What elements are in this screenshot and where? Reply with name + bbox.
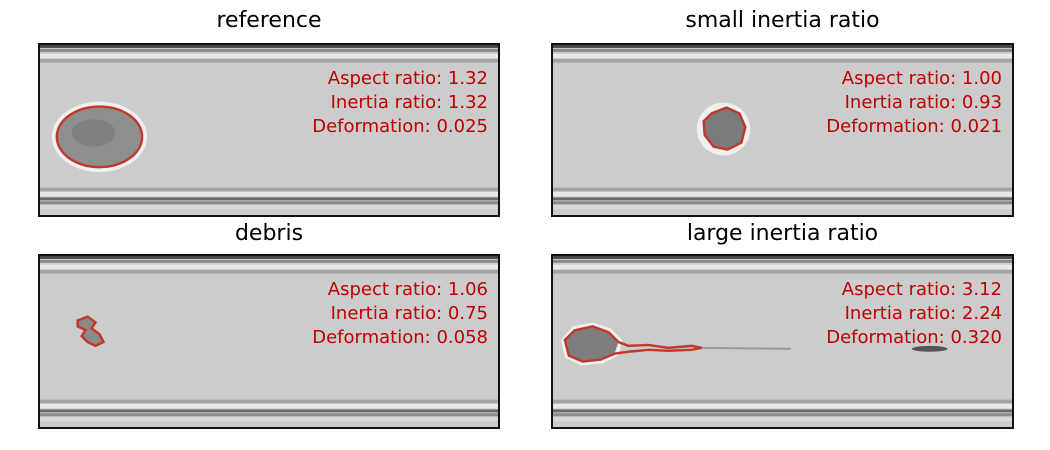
cell-contour [702,106,747,151]
channel-image-svg [553,256,1012,427]
deformation-value: 0.025 [436,116,488,137]
channel-image: Aspect ratio: 1.00 Inertia ratio: 0.93 D… [551,43,1014,217]
aspect-ratio-value: 1.06 [447,279,488,300]
debris-body [77,316,104,346]
inertia-ratio-value: 1.32 [447,92,488,113]
inertia-ratio-line: Inertia ratio: 0.93 [844,92,1002,113]
aspect-ratio-value: 3.12 [961,279,1002,300]
channel-image: Aspect ratio: 1.06 Inertia ratio: 0.75 D… [38,254,500,429]
deformation-line: Deformation: 0.025 [312,116,488,137]
deformation-line: Deformation: 0.320 [826,327,1002,348]
aspect-ratio-value: 1.00 [961,68,1002,89]
deformation-value: 0.320 [950,327,1002,348]
aspect-ratio-line: Aspect ratio: 3.12 [841,279,1002,300]
panel-title: large inertia ratio [686,221,879,246]
deformation-line: Deformation: 0.058 [312,327,488,348]
channel-image: Aspect ratio: 3.12 Inertia ratio: 2.24 D… [551,254,1014,429]
panel-large-inertia-ratio: large inertia ratio Aspect ratio: 3.12 I… [551,215,1014,430]
cell-metrics: Aspect ratio: 1.06 Inertia ratio: 0.75 D… [312,278,488,350]
aspect-ratio-value: 1.32 [447,68,488,89]
inertia-ratio-line: Inertia ratio: 2.24 [844,303,1002,324]
panel-title: reference [216,8,322,33]
cell-body [564,326,619,362]
inertia-ratio-value: 0.75 [447,303,488,324]
cell-contour [55,105,144,169]
channel-image-svg [40,45,498,215]
panel-reference: reference Aspect ratio: 1.32 Inertia rat… [38,0,500,218]
panel-debris: debris Aspect ratio: 1.06 Inertia ratio:… [38,215,500,430]
inertia-ratio-value: 0.93 [961,92,1002,113]
aspect-ratio-line: Aspect ratio: 1.06 [327,279,488,300]
inertia-ratio-value: 2.24 [961,303,1002,324]
cell-metrics: Aspect ratio: 1.00 Inertia ratio: 0.93 D… [826,67,1002,139]
inertia-ratio-line: Inertia ratio: 0.75 [330,303,488,324]
aspect-ratio-line: Aspect ratio: 1.00 [841,68,1002,89]
debris-contour [76,315,106,348]
aspect-ratio-line: Aspect ratio: 1.32 [327,68,488,89]
cell-metrics: Aspect ratio: 1.32 Inertia ratio: 1.32 D… [312,67,488,139]
inertia-ratio-line: Inertia ratio: 1.32 [330,92,488,113]
deformation-value: 0.058 [436,327,488,348]
channel-image-svg [40,256,498,427]
panel-title: debris [234,221,304,246]
deformation-line: Deformation: 0.021 [826,116,1002,137]
panel-small-inertia-ratio: small inertia ratio Aspect ratio: 1.00 I… [551,0,1014,218]
cell-body [703,107,746,150]
cell-metrics: Aspect ratio: 3.12 Inertia ratio: 2.24 D… [826,278,1002,350]
deformation-value: 0.021 [950,116,1002,137]
panel-title: small inertia ratio [685,8,880,33]
channel-image-svg [553,45,1012,215]
channel-image: Aspect ratio: 1.32 Inertia ratio: 1.32 D… [38,43,500,217]
